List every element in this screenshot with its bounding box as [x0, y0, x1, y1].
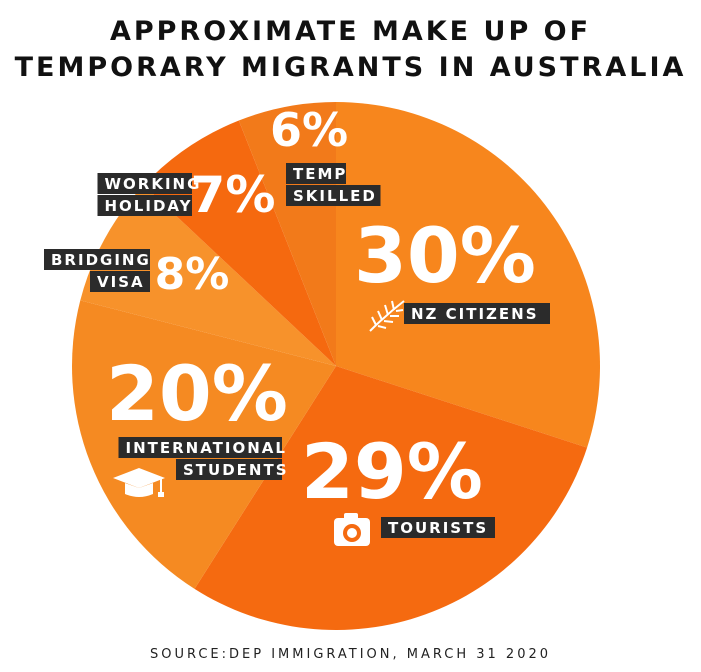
label-box-bridging	[90, 271, 150, 292]
pie-labels: 30% NZ CITIZENS 29% TOURISTS 20%INTERNATIONA…	[44, 103, 550, 546]
chart-source: SOURCE:DEP IMMIGRATION, MARCH 31 2020	[149, 647, 552, 662]
category-label-working: HOLIDAY	[105, 197, 193, 215]
percent-label-nz: 30%	[354, 211, 536, 300]
percent-label-bridging: 8%	[155, 249, 230, 300]
label-box-nz	[404, 303, 550, 324]
camera-icon	[334, 513, 370, 546]
chart-title-line-1: APPROXIMATE MAKE UP OF	[109, 16, 592, 47]
graduation-cap-icon	[113, 468, 165, 497]
category-label-temp: SKILLED	[293, 187, 377, 205]
percent-label-students: 20%	[106, 349, 288, 438]
label-box-temp	[286, 163, 346, 184]
category-label-bridging: BRIDGING	[51, 251, 151, 269]
label-box-bridging	[44, 249, 150, 270]
category-label-bridging: VISA	[97, 273, 145, 291]
label-box-temp	[286, 185, 381, 206]
percent-label-temp: 6%	[270, 103, 348, 157]
label-box-tourists	[381, 517, 495, 538]
pie-slice-nz	[336, 102, 600, 448]
pie-slice-bridging	[80, 185, 337, 366]
label-box-students	[176, 459, 282, 480]
chart-title: APPROXIMATE MAKE UP OF TEMPORARY MIGRANT…	[0, 14, 701, 86]
category-label-students: STUDENTS	[183, 461, 289, 479]
fern-icon	[369, 300, 405, 332]
percent-label-tourists: 29%	[301, 427, 483, 516]
category-label-students: INTERNATIONAL	[126, 439, 287, 457]
label-box-students	[118, 437, 282, 458]
category-label-tourists: TOURISTS	[388, 519, 488, 537]
chart-title-line-2: TEMPORARY MIGRANTS IN AUSTRALIA	[14, 52, 687, 83]
percent-label-working: 7%	[191, 166, 276, 224]
label-box-working	[97, 173, 192, 194]
pie-slice-tourists	[194, 366, 588, 630]
label-box-working	[97, 195, 192, 216]
category-label-temp: TEMP	[293, 165, 347, 183]
category-label-working: WORKING	[105, 175, 202, 193]
category-label-nz: NZ CITIZENS	[411, 305, 539, 323]
